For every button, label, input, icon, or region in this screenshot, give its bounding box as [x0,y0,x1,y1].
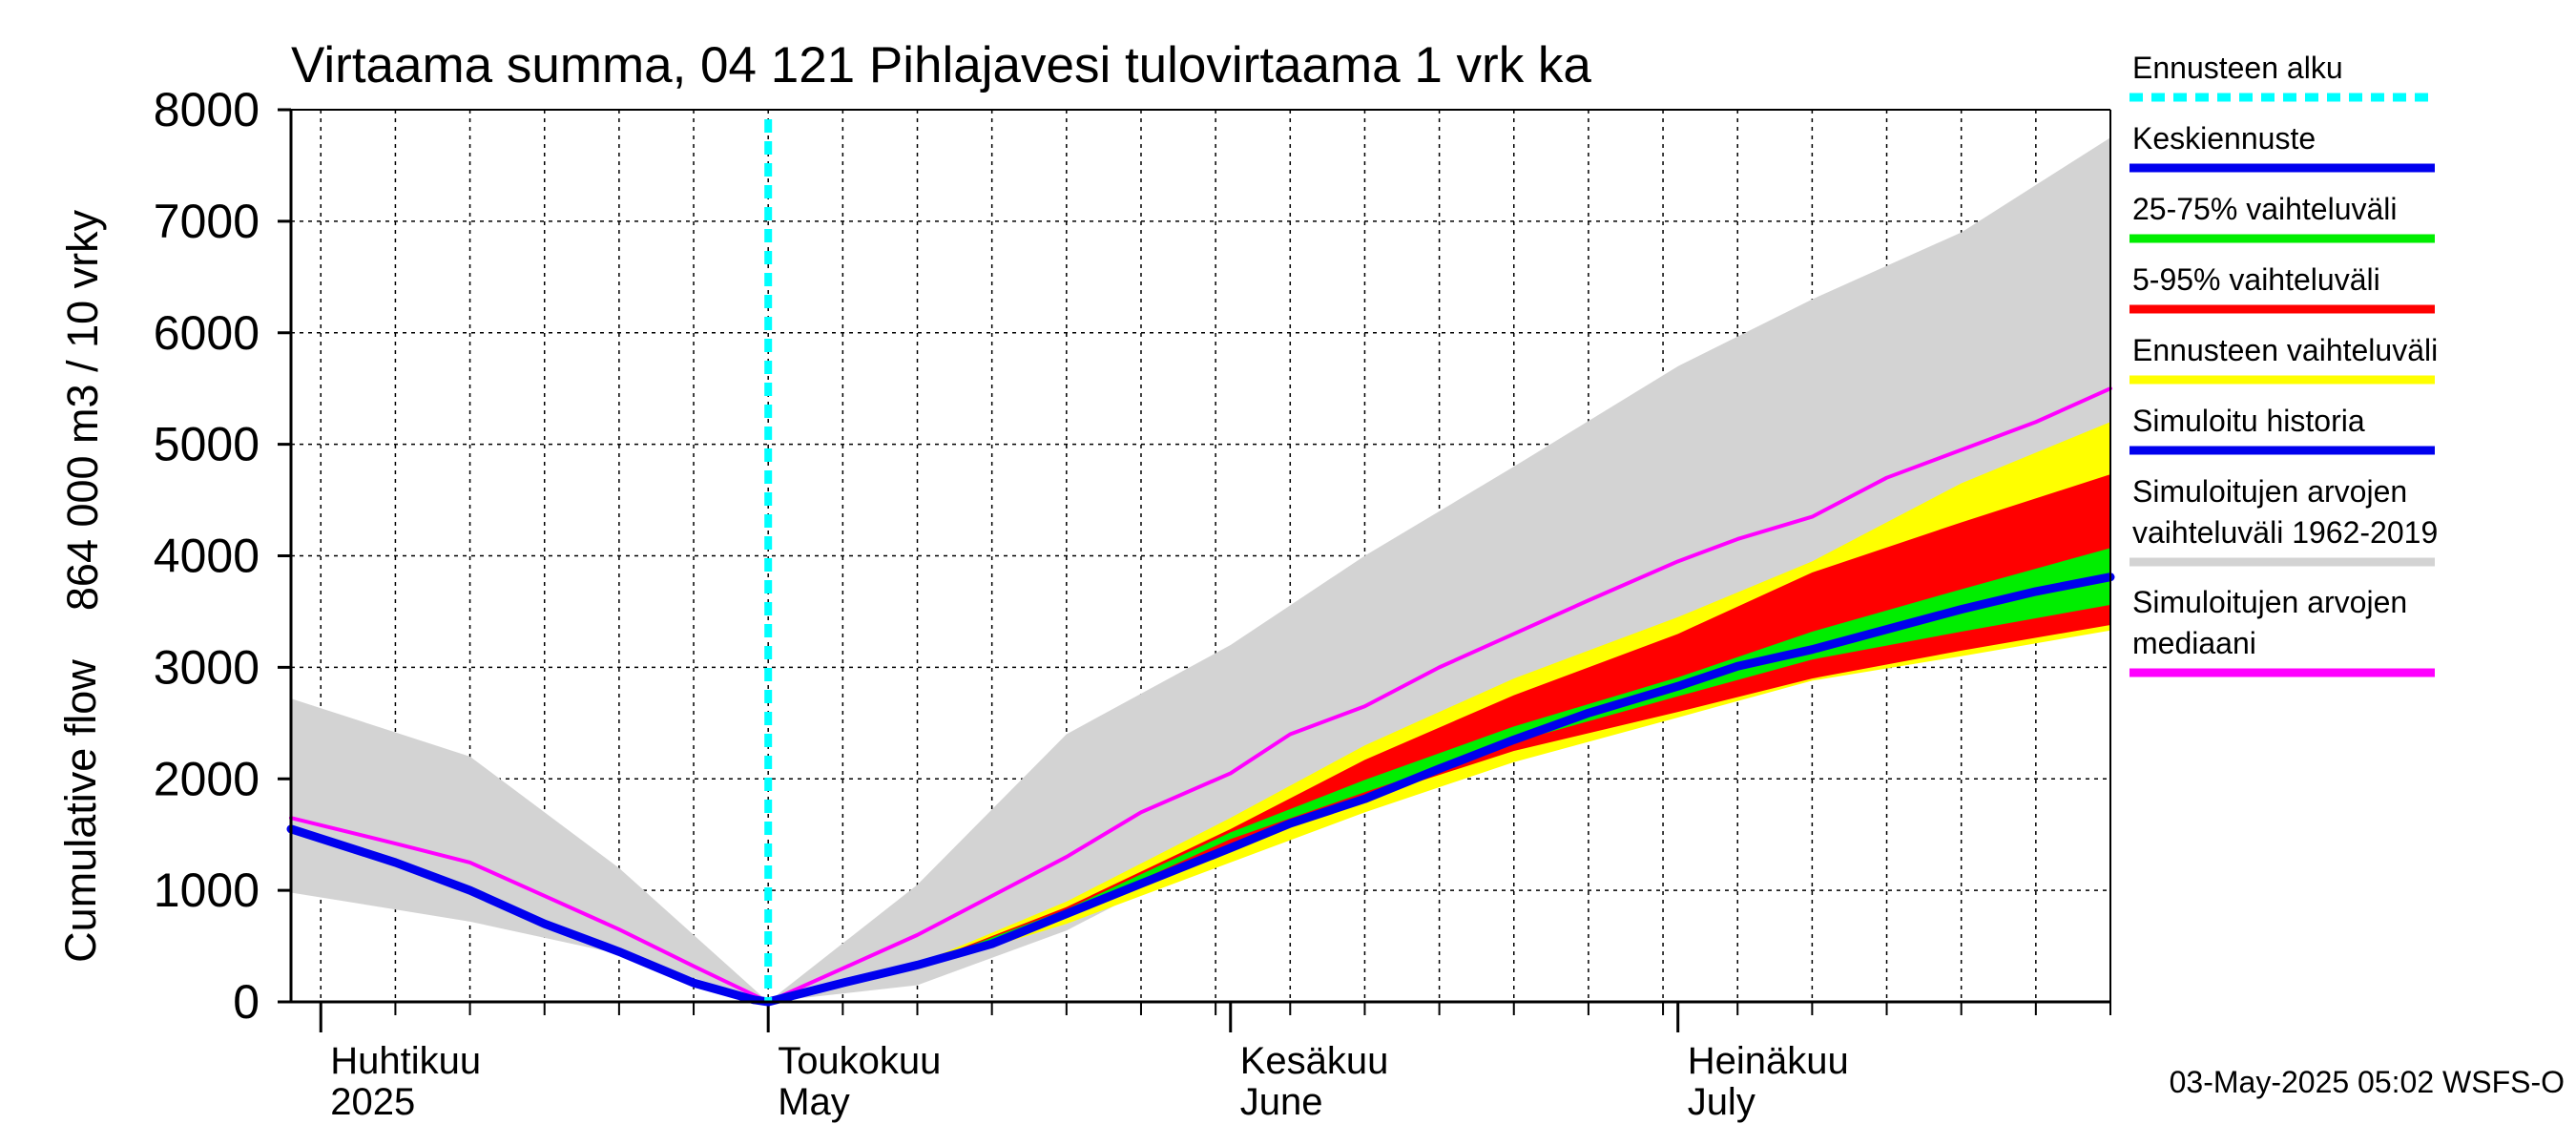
y-tick-label: 2000 [154,752,260,805]
legend-label: 25-75% vaihteluväli [2132,192,2398,226]
legend-label: Simuloitujen arvojen [2132,585,2407,619]
legend-label: Ennusteen alku [2132,51,2343,85]
x-month-label-sub: July [1688,1081,1755,1123]
band-d3d3d3 [291,137,2110,1002]
y-tick-label: 8000 [154,83,260,136]
series-line [749,572,2115,1007]
y-axis-label-bottom: Cumulative flow [56,659,105,963]
y-axis-label-top: 864 000 m3 / 10 vrky [58,209,107,611]
legend-label: Simuloitu historia [2132,404,2365,438]
x-month-label: Heinäkuu [1688,1040,1849,1082]
y-tick-label: 1000 [154,864,260,917]
y-tick-label: 5000 [154,418,260,471]
chart-title: Virtaama summa, 04 121 Pihlajavesi tulov… [291,37,1591,94]
legend-label: Simuloitujen arvojen [2132,474,2407,509]
x-month-label-sub: May [778,1081,850,1123]
y-tick-label: 3000 [154,640,260,694]
x-month-label-sub: 2025 [330,1081,415,1123]
series-line [289,386,2112,1004]
x-month-label: Toukokuu [778,1040,941,1082]
x-month-label: Kesäkuu [1240,1040,1389,1082]
series-line [286,824,758,1005]
timestamp-footer: 03-May-2025 05:02 WSFS-O [2170,1065,2565,1099]
x-month-label-sub: June [1240,1081,1323,1123]
y-tick-label: 4000 [154,530,260,583]
legend-label: 5-95% vaihteluväli [2132,262,2380,297]
plot-area: 0 1000 2000 3000 4000 5000 6000 7000 8000 Huhtiku… [154,83,2115,1123]
legend-label: Keskiennuste [2132,121,2316,156]
y-tick-label: 7000 [154,195,260,248]
legend: Ennusteen alku Keskiennuste 25-75% vaihtel… [2129,51,2438,677]
band-ff0000 [768,474,2110,1002]
band-ffff00 [768,422,2110,1002]
y-tick-label: 6000 [154,306,260,360]
legend-label-line2: mediaani [2132,626,2256,660]
legend-label-line2: vaihteluväli 1962-2019 [2132,515,2438,550]
y-tick-label: 0 [233,975,260,1029]
legend-label: Ennusteen vaihteluväli [2132,333,2438,367]
x-month-label: Huhtikuu [330,1040,481,1082]
